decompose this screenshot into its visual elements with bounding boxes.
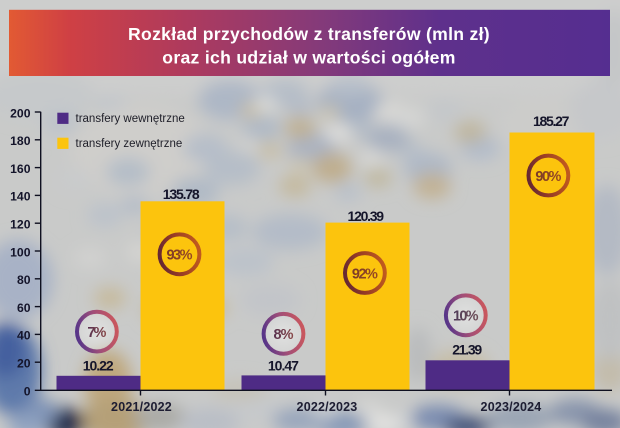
svg-text:0: 0 [24,385,31,399]
svg-text:10%: 10% [453,309,479,325]
svg-text:180: 180 [10,134,31,148]
svg-text:92%: 92% [352,266,378,282]
svg-text:20: 20 [17,357,31,371]
svg-text:2023/2024: 2023/2024 [481,400,542,414]
svg-text:10.47: 10.47 [268,358,299,374]
svg-text:Rozkład przychodów z transferó: Rozkład przychodów z transferów (mln zł) [128,24,490,44]
svg-text:80: 80 [17,273,31,287]
svg-text:oraz ich udział w wartości ogó: oraz ich udział w wartości ogółem [162,48,455,68]
svg-text:185.27: 185.27 [533,113,570,129]
svg-text:100: 100 [10,245,31,259]
svg-text:160: 160 [10,162,31,176]
svg-text:93%: 93% [167,248,193,264]
svg-text:transfery zewnętrzne: transfery zewnętrzne [76,138,183,150]
svg-text:transfery wewnętrzne: transfery wewnętrzne [76,113,185,125]
svg-text:2021/2022: 2021/2022 [111,400,172,414]
svg-text:135.78: 135.78 [163,186,200,202]
svg-text:90%: 90% [535,169,561,185]
svg-text:7%: 7% [87,325,106,341]
svg-text:60: 60 [17,301,31,315]
svg-text:120: 120 [10,218,31,232]
svg-text:200: 200 [10,106,31,120]
svg-text:40: 40 [17,329,31,343]
svg-text:8%: 8% [274,327,294,343]
svg-text:2022/2023: 2022/2023 [297,400,358,414]
svg-text:120.39: 120.39 [348,208,385,224]
svg-text:10.22: 10.22 [83,358,114,374]
svg-text:140: 140 [10,190,31,204]
svg-text:21.39: 21.39 [452,341,482,357]
